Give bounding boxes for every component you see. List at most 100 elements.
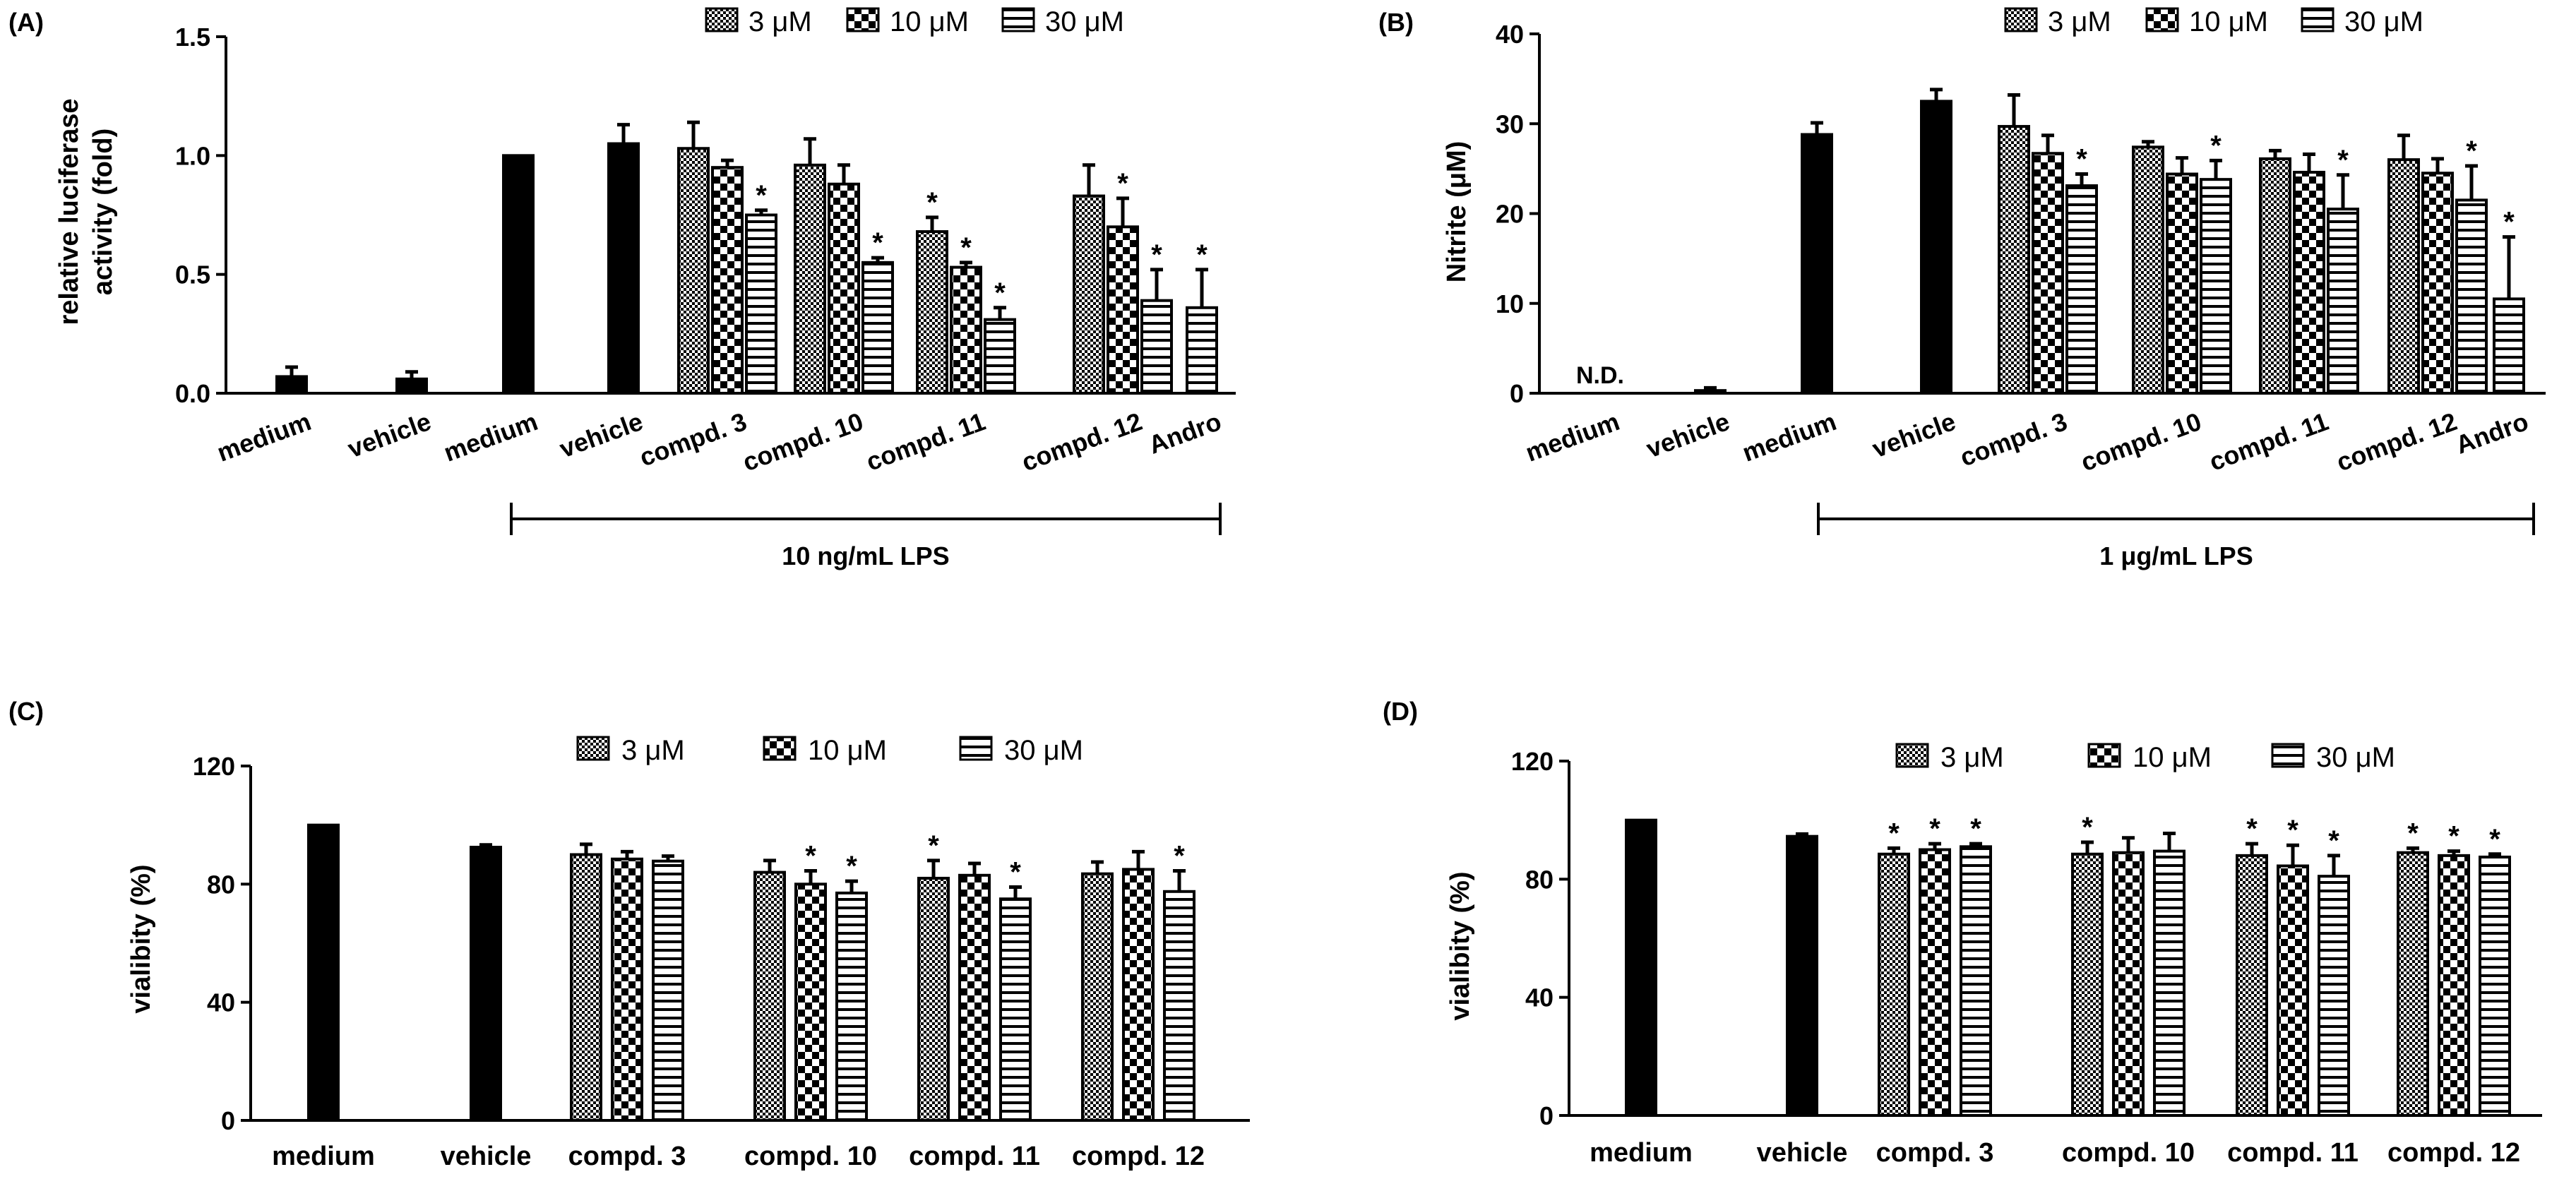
legend-label-30um: 30 μM — [1004, 735, 1083, 766]
x-tick-label: compd. 11 — [862, 407, 989, 477]
y-tick-label: 120 — [193, 752, 235, 781]
x-tick-label: compd. 10 — [2062, 1138, 2195, 1168]
legend-swatch-3um — [576, 736, 610, 761]
y-axis-title-line-1: Nitrite (μM) — [1442, 141, 1472, 283]
y-axis-title-line-2: activity (fold) — [88, 128, 118, 295]
bar — [917, 876, 950, 1122]
x-tick-label: vehicle — [344, 407, 435, 463]
bar — [570, 853, 602, 1122]
x-tick-label: compd. 3 — [1876, 1138, 1994, 1168]
y-axis-title: Nitrite (μM) — [1442, 141, 1472, 283]
legend-swatch-3um — [2004, 7, 2038, 32]
significance-star: * — [2407, 818, 2419, 849]
x-tick-label: compd. 12 — [2387, 1138, 2520, 1168]
x-tick-label: compd. 10 — [2077, 407, 2205, 477]
bar — [1919, 848, 1951, 1117]
x-tick-label: vehicle — [1642, 407, 1734, 463]
significance-star: * — [2287, 815, 2298, 846]
bar — [307, 823, 340, 1122]
bar — [275, 375, 308, 395]
bar — [611, 857, 643, 1123]
bar — [1081, 872, 1114, 1122]
bar — [2132, 145, 2164, 395]
y-tick-label: 30 — [1496, 109, 1524, 138]
significance-star: * — [2489, 824, 2500, 855]
x-tick-label: medium — [1590, 1138, 1693, 1168]
y-tick-label: 0.5 — [175, 261, 210, 289]
bar — [2493, 297, 2525, 395]
x-tick-label: medium — [213, 407, 315, 467]
bar — [1998, 125, 2030, 395]
bar — [2236, 854, 2268, 1118]
bar — [2032, 152, 2064, 395]
panel-d-label: (D) — [1383, 697, 1418, 726]
x-tick-label: compd. 10 — [739, 407, 866, 477]
significance-star: * — [1151, 239, 1162, 270]
legend-swatch-30um — [2271, 743, 2305, 768]
bar — [984, 318, 1016, 395]
x-tick-label: compd. 3 — [1956, 407, 2071, 472]
x-tick-label: medium — [1522, 407, 1623, 467]
bar — [916, 230, 948, 395]
significance-star: * — [2246, 813, 2258, 844]
y-tick-label: 0 — [1510, 379, 1524, 408]
bar — [828, 182, 860, 395]
bar — [2438, 854, 2470, 1118]
y-tick-label: 0 — [221, 1106, 235, 1135]
significance-star: * — [872, 227, 883, 258]
bar — [2166, 172, 2198, 395]
bar — [677, 147, 710, 395]
bar — [1186, 306, 1218, 395]
bar — [745, 213, 777, 395]
y-axis-title: vialibity (%) — [1445, 871, 1475, 1020]
y-axis-title-line-1: relative luciferase — [54, 98, 84, 325]
x-tick-label: compd. 3 — [568, 1142, 686, 1171]
bracket-label: 1 μg/mL LPS — [2099, 541, 2253, 570]
legend-swatch-10um — [846, 7, 880, 32]
x-tick-label: compd. 12 — [1072, 1142, 1205, 1171]
legend-swatch-30um — [959, 736, 993, 761]
bar — [1073, 194, 1105, 395]
not-detected-label: N.D. — [1576, 362, 1624, 389]
bar — [1786, 834, 1818, 1118]
legend-label-30um: 30 μM — [1045, 6, 1124, 37]
significance-star: * — [994, 277, 1006, 309]
bar — [2259, 157, 2291, 395]
legend-swatch-10um — [2145, 7, 2179, 32]
significance-star: * — [2082, 812, 2093, 843]
bar — [2293, 170, 2325, 395]
y-axis-title: vialibity (%) — [126, 864, 156, 1013]
legend-swatch-30um — [1001, 7, 1035, 32]
bar — [958, 873, 991, 1122]
bar — [2479, 855, 2511, 1118]
significance-star: * — [2503, 207, 2515, 238]
panel-b: (B) 3 μM 10 μM 30 μM Nitrite (μM) 0 10 20 3… — [1378, 6, 2546, 570]
x-tick-label: vehicle — [1868, 407, 1960, 463]
y-tick-label: 1.5 — [175, 23, 210, 52]
bracket-label: 10 ng/mL LPS — [782, 541, 949, 570]
bar — [999, 897, 1032, 1122]
bar — [607, 142, 640, 395]
bar — [2277, 864, 2309, 1117]
bar — [950, 265, 982, 395]
x-tick-label: medium — [272, 1142, 375, 1171]
panel-a-label: (A) — [8, 8, 44, 37]
bar — [1140, 299, 1173, 395]
y-tick-label: 80 — [1525, 865, 1554, 894]
significance-star: * — [1929, 813, 1940, 844]
legend-label-10um: 10 μM — [808, 735, 887, 766]
x-tick-label: compd. 11 — [909, 1142, 1040, 1171]
bar — [794, 882, 827, 1123]
legend-label-3um: 3 μM — [2048, 6, 2111, 37]
legend-swatch-30um — [2301, 7, 2334, 32]
bar — [2071, 852, 2104, 1118]
y-tick-label: 1.0 — [175, 141, 210, 170]
y-tick-label: 40 — [1496, 20, 1524, 49]
bar — [1122, 868, 1155, 1122]
y-tick-label: 0 — [1539, 1101, 1554, 1130]
significance-star: * — [1174, 841, 1185, 872]
significance-star: * — [2076, 144, 2087, 175]
bar — [1163, 890, 1195, 1122]
y-tick-label: 20 — [1496, 200, 1524, 229]
